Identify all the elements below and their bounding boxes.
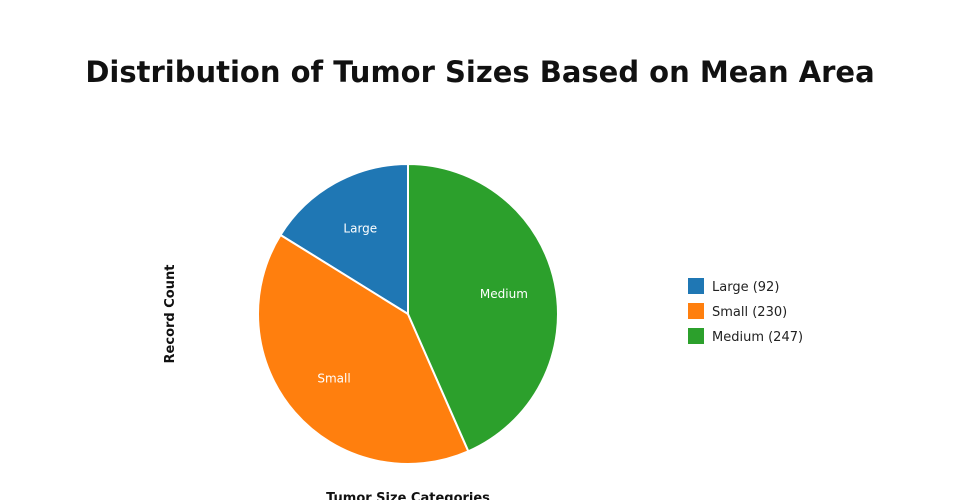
pie-slice-small xyxy=(257,233,470,465)
legend-label-large: Large (92) xyxy=(712,280,779,295)
pie-slice-labels: Large Small Medium xyxy=(317,221,528,385)
chart-title: Distribution of Tumor Sizes Based on Mea… xyxy=(85,55,874,89)
pie-slice-medium xyxy=(407,162,559,453)
slice-label-medium: Medium xyxy=(480,287,528,301)
legend-swatch-small xyxy=(688,303,704,319)
slice-label-small: Small xyxy=(317,371,350,385)
slice-label-large: Large xyxy=(343,221,377,235)
legend-label-small: Small (230) xyxy=(712,305,787,320)
legend-swatch-large xyxy=(688,278,704,294)
y-axis-label: Record Count xyxy=(163,265,178,364)
legend-label-medium: Medium (247) xyxy=(712,330,803,345)
pie-slices xyxy=(257,162,559,465)
legend-swatch-medium xyxy=(688,328,704,344)
legend: Large (92) Small (230) Medium (247) xyxy=(688,278,803,345)
pie-slice-large xyxy=(279,162,409,316)
x-axis-label: Tumor Size Categories xyxy=(326,491,490,500)
